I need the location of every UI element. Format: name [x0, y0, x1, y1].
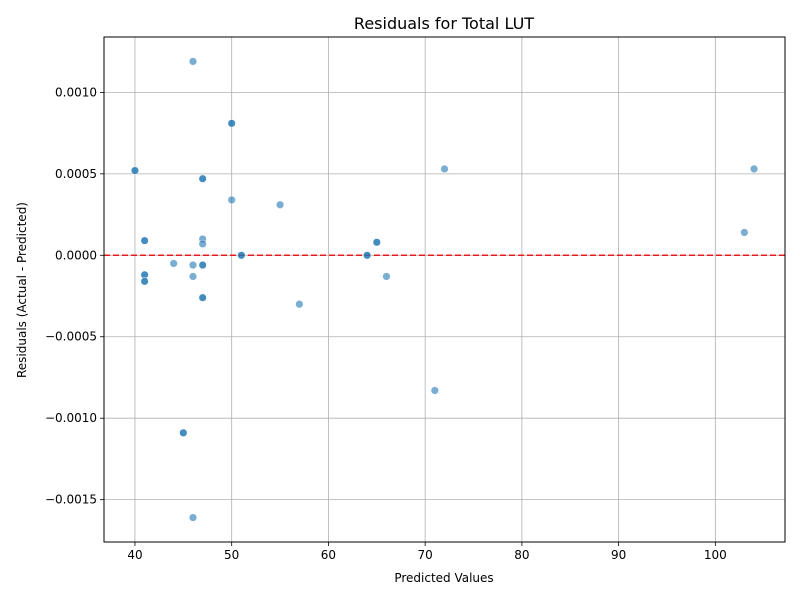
x-tick-label: 60	[321, 548, 336, 562]
y-tick-label: 0.0000	[55, 248, 97, 262]
y-tick-label: −0.0010	[45, 411, 97, 425]
scatter-point	[198, 239, 207, 248]
y-tick-label: −0.0005	[45, 330, 97, 344]
scatter-point	[130, 166, 140, 175]
y-tick-label: −0.0015	[45, 493, 97, 507]
scatter-point	[227, 119, 236, 128]
x-tick-label: 50	[224, 548, 239, 562]
plot-frame	[103, 36, 786, 543]
scatter-point	[382, 272, 391, 281]
scatter-point	[140, 277, 149, 286]
y-axis-ticks: −0.0015 −0.0010 −0.0005 0.0000 0.0005 0.0010	[45, 85, 104, 507]
scatter-point	[179, 428, 188, 437]
scatter-point	[276, 200, 285, 209]
x-tick-label: 70	[418, 548, 433, 562]
x-axis-ticks: 40 50 60 70 80 90 100	[127, 542, 727, 562]
scatter-point	[188, 261, 198, 270]
scatter-point	[440, 164, 449, 174]
scatter-point	[227, 195, 236, 204]
scatter-point	[188, 57, 198, 66]
scatter-point	[169, 259, 178, 268]
scatter-point	[198, 261, 207, 270]
scatter-point	[237, 251, 246, 260]
scatter-point	[188, 272, 198, 281]
chart-title: Residuals for Total LUT	[354, 14, 534, 33]
scatter-point	[430, 386, 439, 395]
scatter-point	[198, 293, 207, 302]
x-tick-label: 80	[514, 548, 529, 562]
y-tick-label: 0.0005	[55, 167, 97, 181]
x-tick-label: 100	[704, 548, 727, 562]
scatter-points	[130, 57, 759, 522]
scatter-point	[749, 164, 759, 174]
y-tick-label: 0.0010	[55, 85, 97, 99]
scatter-point	[198, 174, 207, 183]
scatter-point	[363, 251, 372, 260]
y-axis-label: Residuals (Actual - Predicted)	[15, 202, 29, 378]
scatter-point	[740, 228, 749, 237]
x-tick-label: 40	[127, 548, 142, 562]
scatter-point	[372, 238, 381, 247]
x-axis-label: Predicted Values	[394, 571, 493, 585]
scatter-point	[140, 236, 149, 245]
scatter-point	[188, 513, 198, 522]
x-tick-label: 90	[611, 548, 626, 562]
scatter-point	[295, 300, 304, 309]
